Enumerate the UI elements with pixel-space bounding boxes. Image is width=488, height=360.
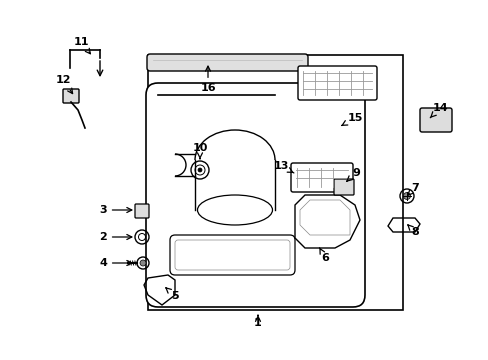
FancyBboxPatch shape [290,163,352,192]
Circle shape [140,260,146,266]
Text: 11: 11 [73,37,90,54]
Text: 16: 16 [200,66,215,93]
FancyBboxPatch shape [135,204,149,218]
Text: 15: 15 [341,113,362,126]
Bar [148,55,402,310]
FancyBboxPatch shape [146,83,364,307]
FancyBboxPatch shape [333,179,353,195]
FancyBboxPatch shape [175,240,289,270]
Text: 14: 14 [429,103,447,118]
Text: 7: 7 [407,183,418,195]
Circle shape [403,193,409,199]
Text: 5: 5 [165,288,179,301]
FancyBboxPatch shape [147,54,307,71]
Circle shape [198,168,202,172]
Text: 2: 2 [99,232,132,242]
FancyBboxPatch shape [419,108,451,132]
FancyBboxPatch shape [297,66,376,100]
Text: 13: 13 [273,161,293,173]
FancyBboxPatch shape [170,235,294,275]
Text: 10: 10 [192,143,207,159]
Text: 9: 9 [346,168,359,181]
Text: 12: 12 [55,75,72,94]
Text: 6: 6 [319,248,328,263]
Text: 3: 3 [99,205,132,215]
Text: 4: 4 [99,258,132,268]
FancyBboxPatch shape [63,89,79,103]
Text: 1: 1 [254,315,262,328]
Text: 8: 8 [407,225,418,237]
